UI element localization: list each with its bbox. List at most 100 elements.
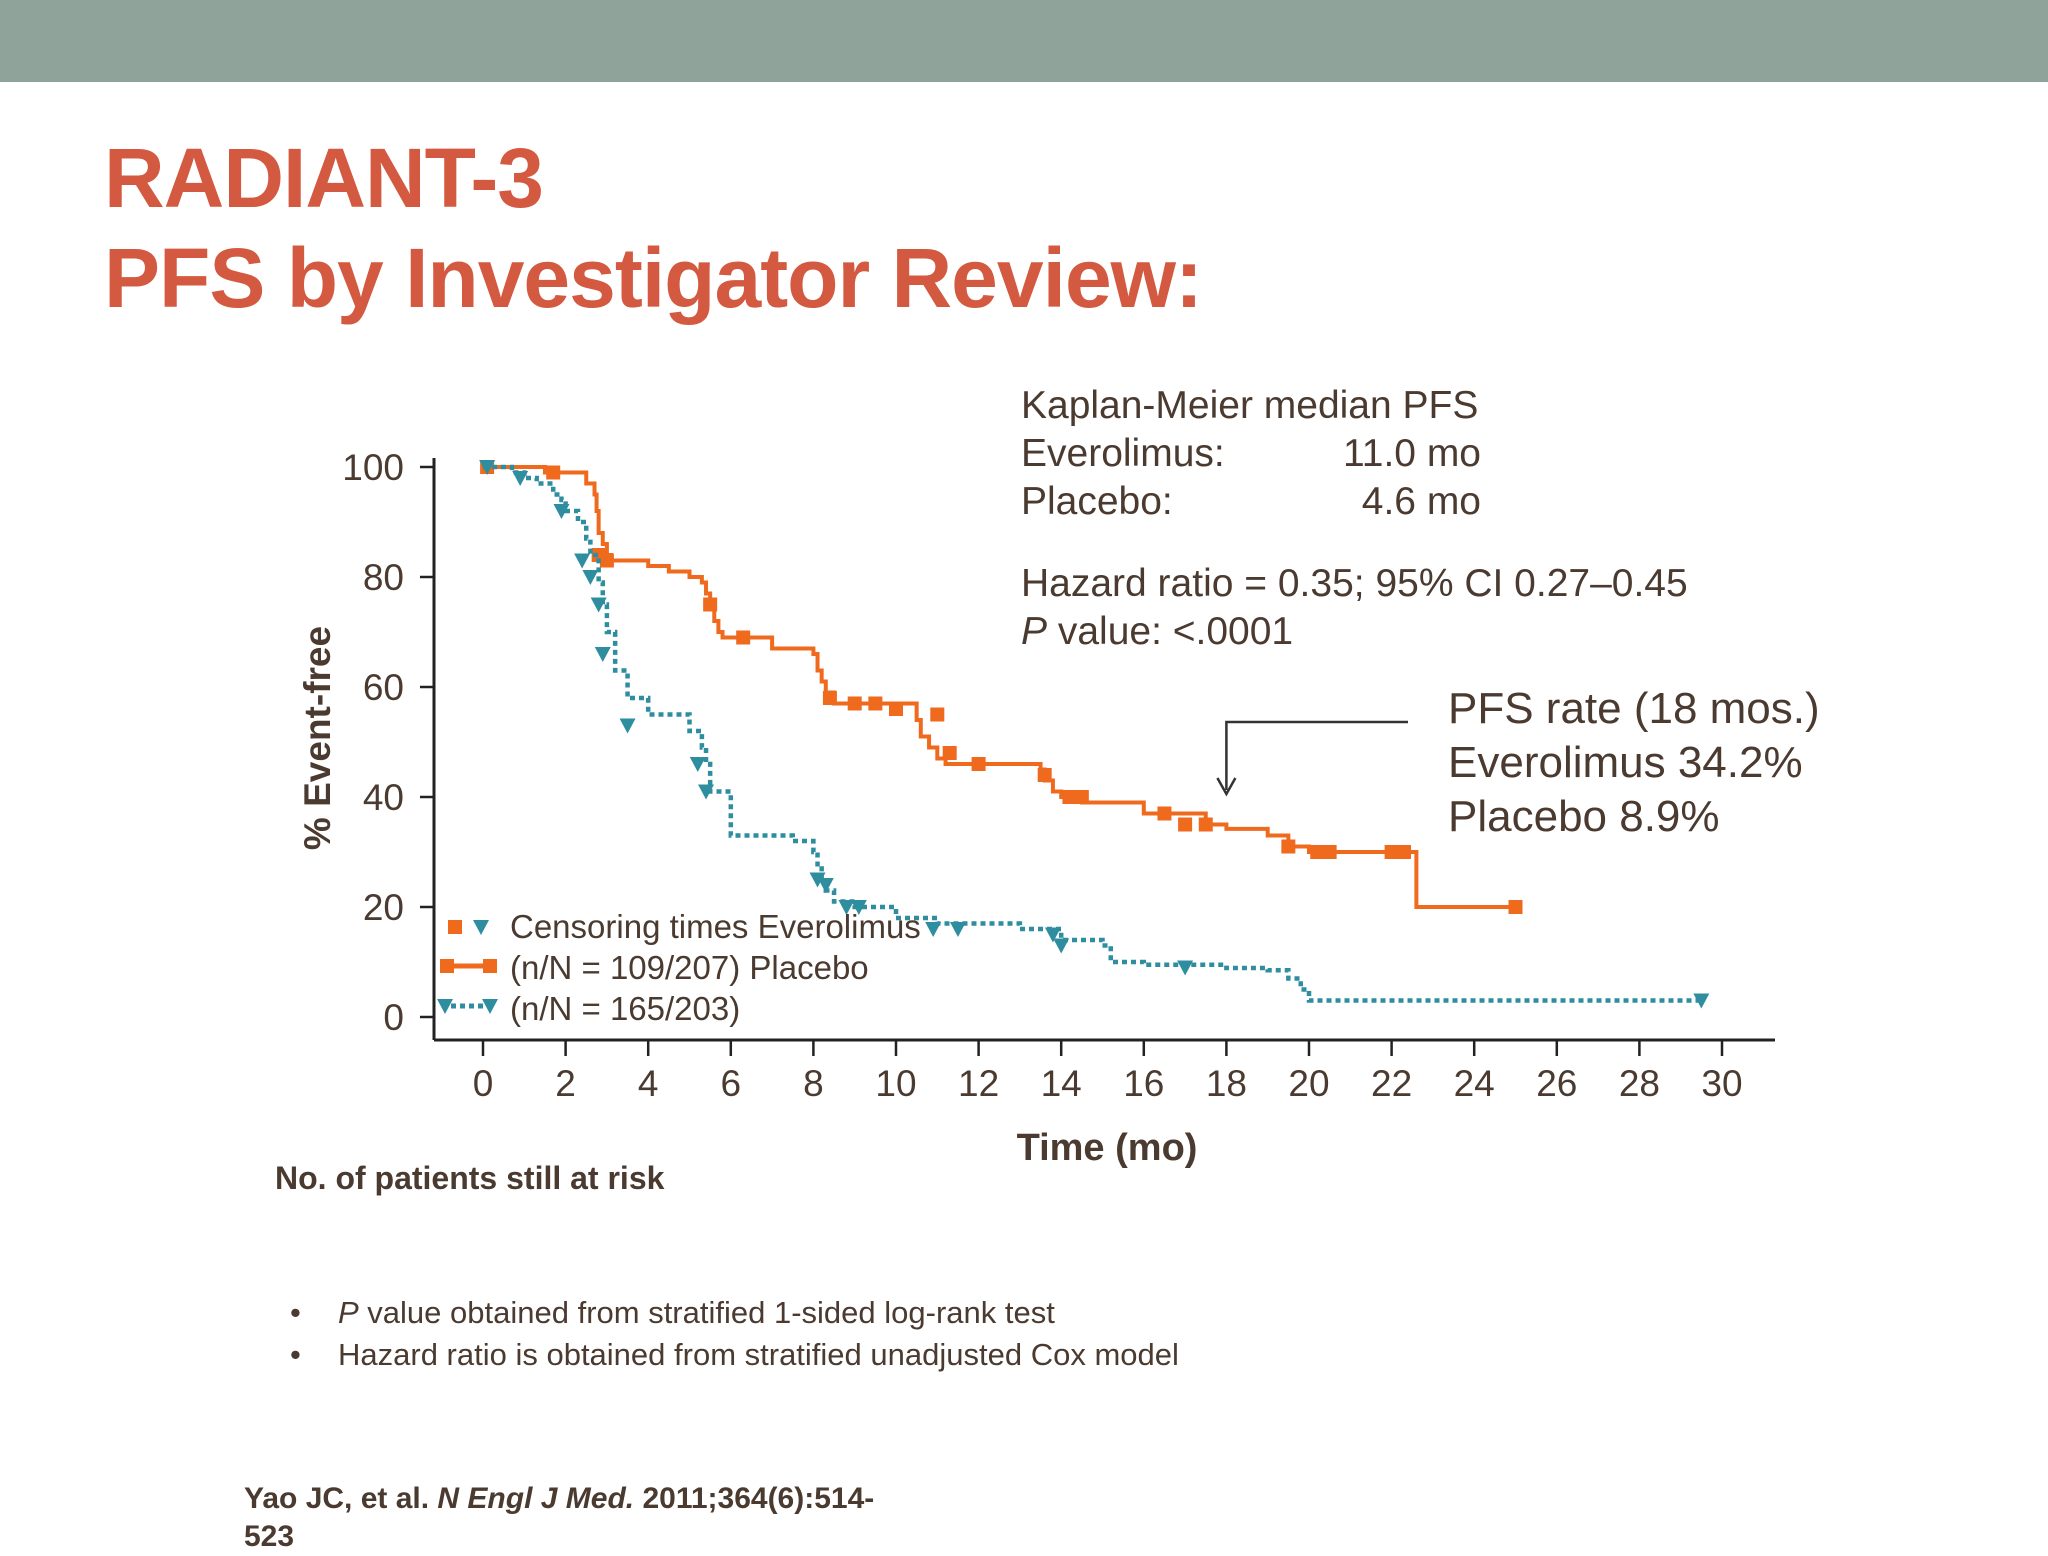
censor-mark (868, 696, 883, 711)
annotation-arrow-line (1225, 720, 1408, 790)
censor-mark (689, 757, 706, 772)
placebo-curve (483, 464, 1702, 1003)
pfs-18-placebo: Placebo 8.9% (1448, 792, 1720, 841)
censor-mark (1310, 845, 1325, 859)
censor-mark (1037, 768, 1052, 782)
censor-mark (1044, 927, 1061, 943)
x-tick-label: 2 (555, 1063, 576, 1104)
median-pfs-value: 11.0 mo (1342, 432, 1481, 475)
median-pfs-label: Everolimus: (1021, 432, 1225, 475)
legend-everolimus-marker (440, 959, 454, 973)
y-tick-label: 60 (363, 667, 404, 708)
median-pfs-row-placebo: Placebo: 4.6 mo (1021, 478, 1481, 526)
censor-mark (590, 597, 607, 613)
x-tick-label: 26 (1536, 1063, 1577, 1104)
censor-mark (594, 647, 611, 662)
x-tick-label: 12 (958, 1063, 999, 1104)
x-tick-label: 18 (1206, 1063, 1247, 1104)
censor-mark (1178, 817, 1193, 832)
censor-mark (1508, 900, 1523, 914)
x-tick-label: 6 (721, 1063, 742, 1104)
censor-mark (1322, 845, 1337, 859)
y-tick-label: 0 (383, 997, 404, 1038)
censor-mark (1198, 817, 1213, 832)
x-tick-label: 14 (1041, 1063, 1082, 1104)
x-tick-label: 28 (1619, 1063, 1660, 1104)
censor-mark (850, 900, 867, 915)
censor-mark (512, 471, 529, 486)
legend-label: Censoring times Everolimus (510, 908, 921, 945)
x-tick-label: 16 (1123, 1063, 1164, 1104)
censor-mark (1062, 790, 1077, 804)
median-pfs-header: Kaplan-Meier median PFS (1021, 384, 1479, 427)
censor-mark (930, 707, 945, 722)
censor-mark (949, 922, 966, 937)
footnotes: • P value obtained from stratified 1-side… (290, 1292, 1179, 1376)
censor-mark (838, 900, 855, 915)
footnote-text: value obtained from stratified 1-sided l… (358, 1295, 1055, 1330)
censor-mark (1157, 806, 1172, 821)
y-tick-label: 20 (363, 887, 404, 928)
censor-mark (1693, 993, 1710, 1009)
censor-mark (479, 460, 496, 475)
legend-placebo-marker (437, 999, 453, 1014)
citation-journal: N Engl J Med. (437, 1482, 635, 1515)
censor-mark (1053, 938, 1070, 954)
bullet-icon: • (290, 1337, 301, 1372)
median-pfs-value: 4.6 mo (1361, 480, 1481, 523)
x-axis-label: Time (mo) (1017, 1127, 1198, 1169)
y-tick-label: 100 (342, 447, 404, 488)
pfs-18-month-box: PFS rate (18 mos.) Everolimus 34.2% Plac… (1448, 682, 1820, 844)
censor-mark (736, 630, 751, 645)
x-tick-label: 20 (1288, 1063, 1329, 1104)
censor-mark (817, 878, 834, 893)
median-pfs-box: Kaplan-Meier median PFS Everolimus: 11.0… (1021, 382, 1481, 526)
censor-mark (703, 597, 718, 612)
y-tick-label: 40 (363, 777, 404, 818)
median-pfs-label: Placebo: (1021, 480, 1173, 523)
censor-mark (1396, 845, 1411, 859)
censor-mark (619, 718, 636, 734)
x-tick-label: 10 (875, 1063, 916, 1104)
footnote-item: • P value obtained from stratified 1-side… (290, 1292, 1179, 1334)
x-tick-label: 8 (803, 1063, 824, 1104)
bullet-icon: • (290, 1295, 301, 1330)
censor-mark (942, 746, 957, 760)
censor-mark (553, 504, 570, 519)
everolimus-curve (483, 465, 1516, 909)
hazard-ratio-text: Hazard ratio = 0.35; 95% CI 0.27–0.45 (1021, 562, 1688, 605)
legend-censor-square (448, 920, 462, 934)
citation: Yao JC, et al. N Engl J Med. 2011;364(6)… (244, 1480, 924, 1556)
footnote-item: • Hazard ratio is obtained from stratifie… (290, 1334, 1179, 1376)
x-tick-label: 24 (1454, 1063, 1495, 1104)
censor-mark (574, 553, 591, 569)
slide-title: RADIANT-3 PFS by Investigator Review: (104, 128, 1203, 328)
legend-censor-triangle (473, 920, 489, 935)
at-risk-label: No. of patients still at risk (275, 1160, 665, 1196)
censor-mark (971, 757, 986, 771)
censor-mark (1074, 790, 1089, 804)
censor-mark (925, 922, 942, 937)
p-value-text: P value: <.0001 (1021, 608, 1688, 656)
censor-mark (582, 570, 599, 585)
x-tick-label: 4 (638, 1063, 659, 1104)
median-pfs-row-everolimus: Everolimus: 11.0 mo (1021, 430, 1481, 478)
hazard-ratio-box: Hazard ratio = 0.35; 95% CI 0.27–0.45 P … (1021, 560, 1688, 656)
citation-authors: Yao JC, et al. (244, 1482, 438, 1515)
censor-mark (599, 553, 614, 568)
legend-placebo-marker (482, 999, 498, 1014)
x-tick-label: 0 (473, 1063, 494, 1104)
censor-mark (1281, 839, 1296, 854)
footnote-text: Hazard ratio is obtained from stratified… (338, 1337, 1179, 1372)
y-tick-label: 80 (363, 557, 404, 598)
censor-mark (1177, 960, 1194, 976)
title-line-1: RADIANT-3 (104, 131, 544, 225)
p-value: value: <.0001 (1047, 610, 1294, 653)
annotation-arrowhead (1216, 777, 1237, 797)
y-axis-label: % Event-free (297, 626, 338, 850)
legend-label: (n/N = 109/207) Placebo (510, 949, 869, 986)
x-tick-label: 30 (1701, 1063, 1742, 1104)
censor-mark (822, 691, 837, 705)
censor-mark (698, 784, 715, 800)
